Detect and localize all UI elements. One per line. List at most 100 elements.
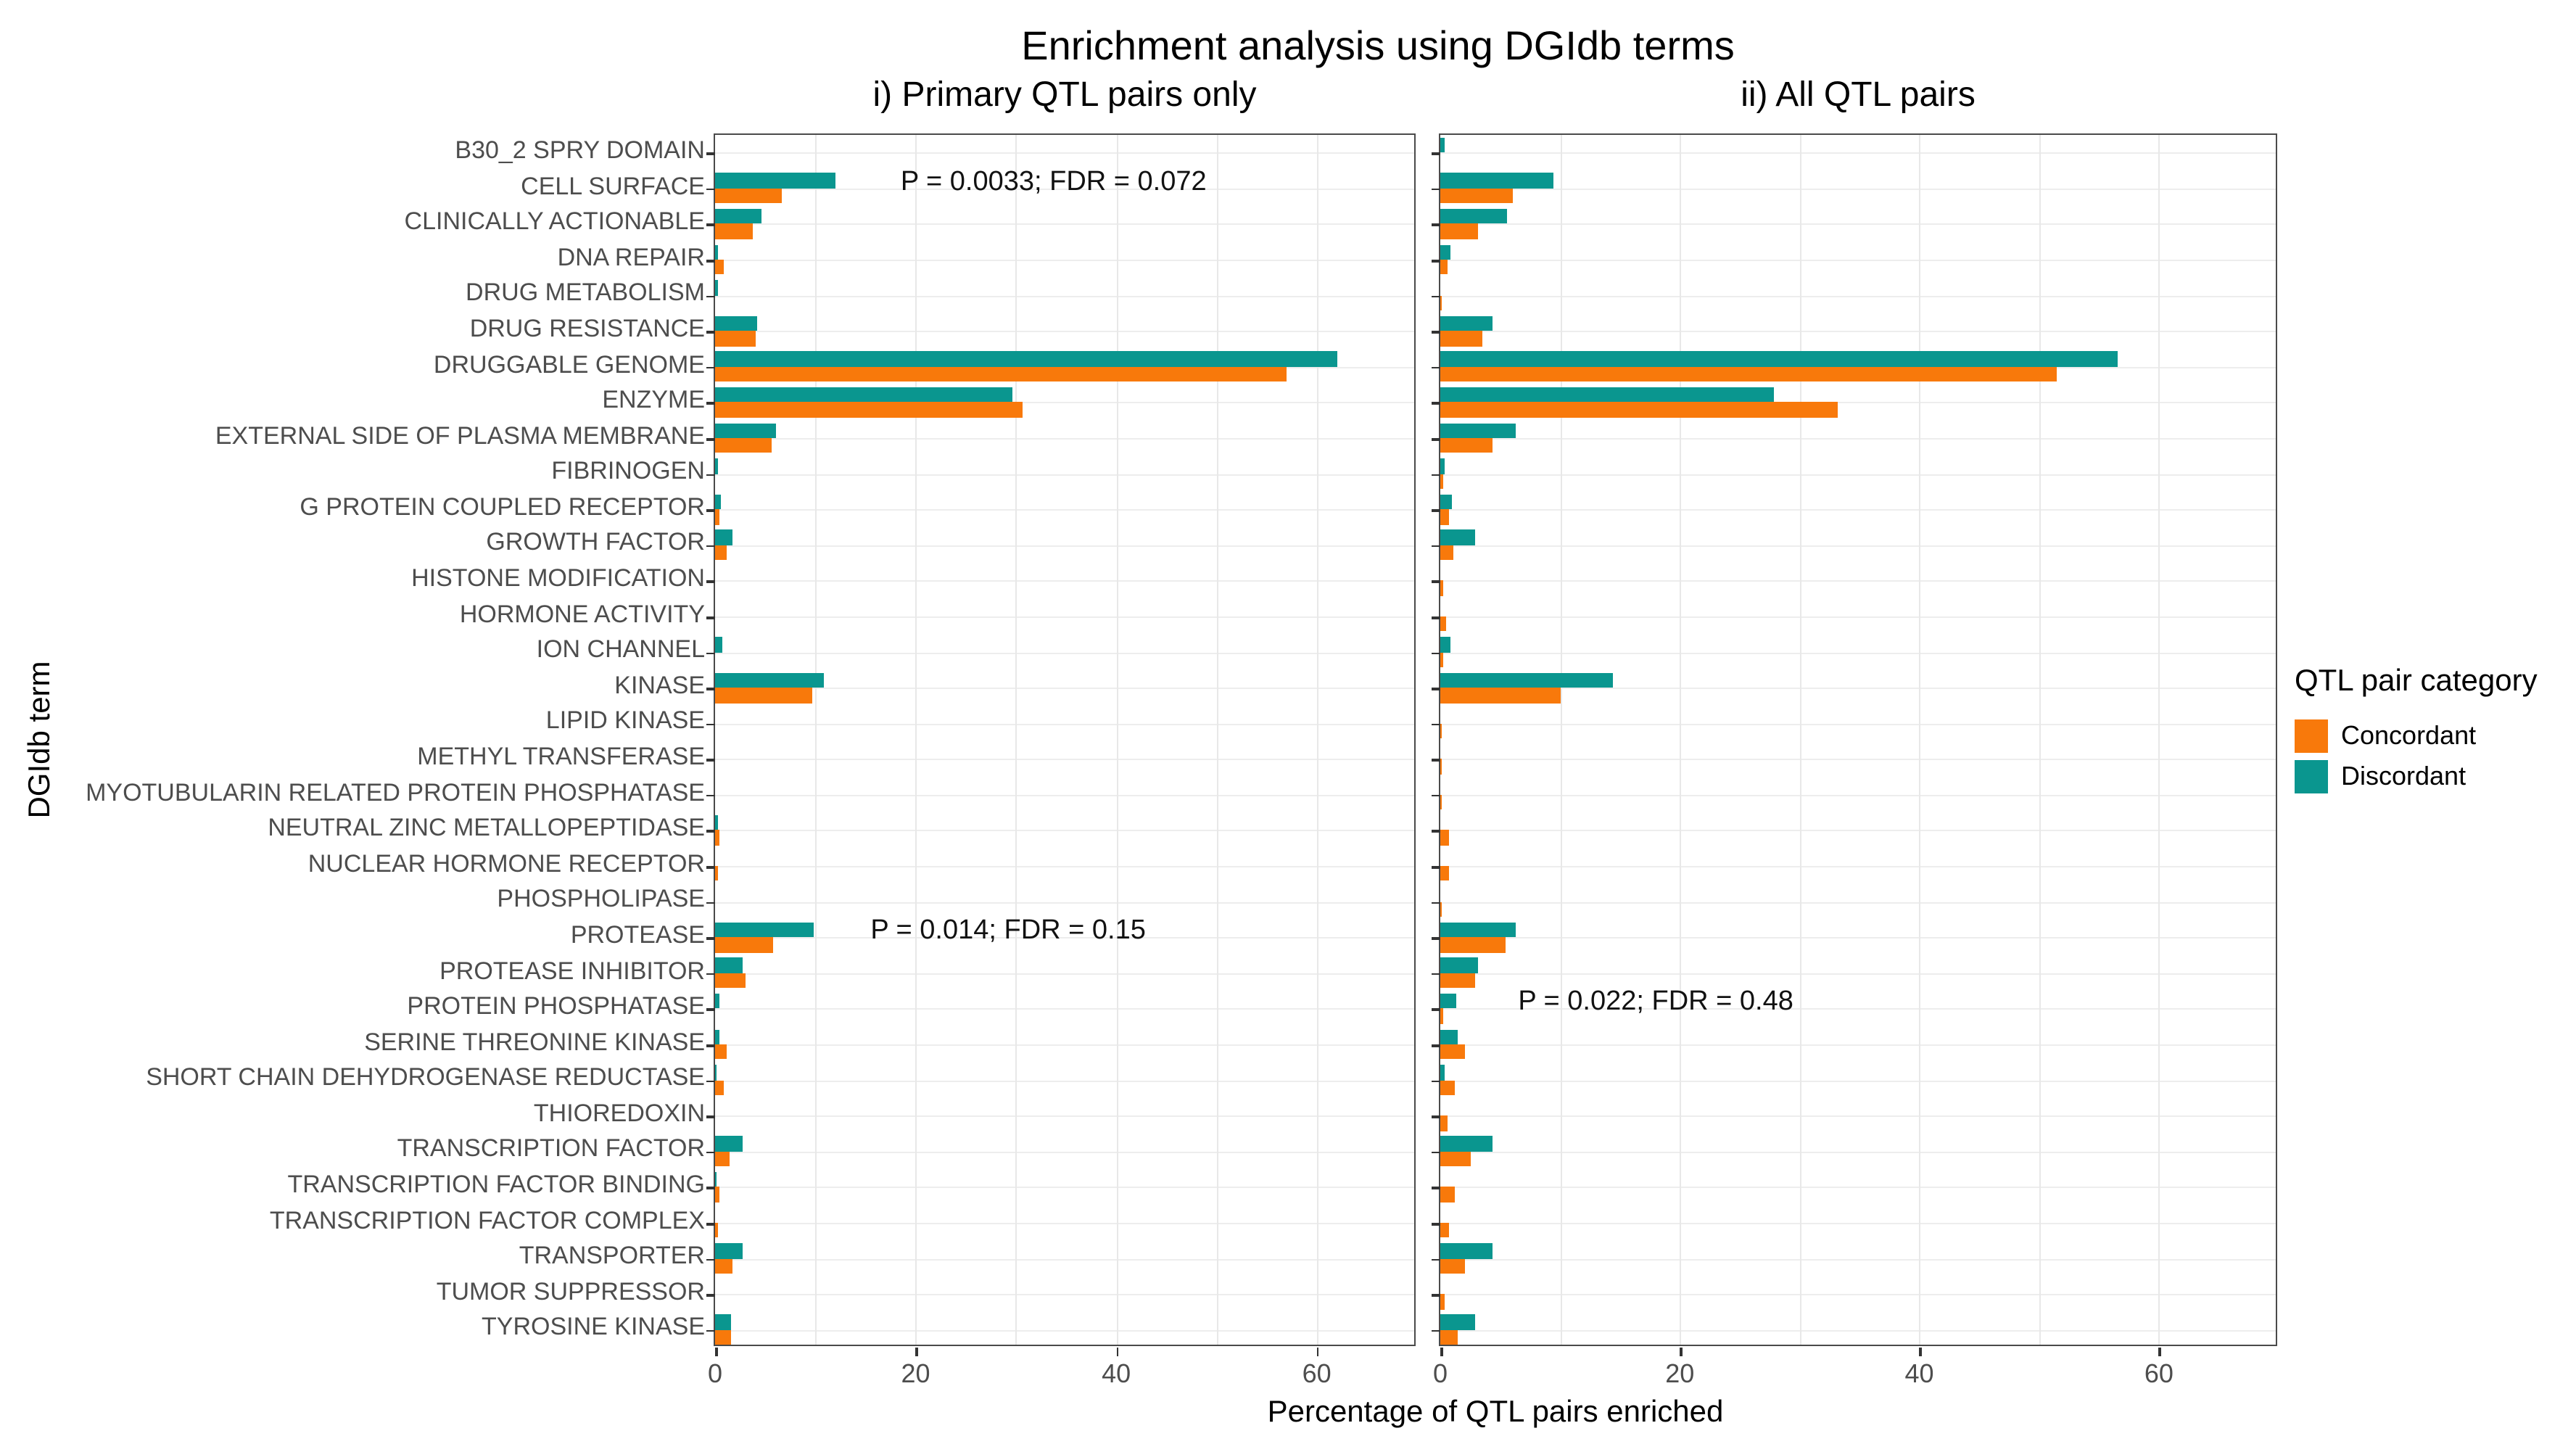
gridline	[1440, 580, 2276, 582]
y-axis-tick	[706, 794, 715, 797]
y-axis-tick	[706, 1222, 715, 1226]
gridline	[1440, 937, 2276, 939]
gridline	[1216, 135, 1218, 1345]
bar-discordant	[1440, 494, 1453, 510]
bar-discordant	[1440, 922, 1516, 938]
x-axis-tick-label: 0	[1432, 1359, 1448, 1388]
panel-title-all: ii) All QTL pairs	[1741, 75, 1976, 115]
legend-item-label: Discordant	[2341, 762, 2466, 791]
y-axis-tick	[1432, 723, 1440, 726]
bar-discordant	[715, 244, 719, 260]
y-axis-tick	[1432, 1044, 1440, 1047]
bar-discordant	[1440, 1136, 1492, 1152]
bar-discordant	[1440, 315, 1492, 331]
y-axis-tick	[1432, 1008, 1440, 1011]
gridline	[1440, 616, 2276, 618]
x-axis-tick	[1316, 1348, 1319, 1356]
gridline	[1440, 438, 2276, 440]
gridline	[715, 1115, 1414, 1118]
y-axis-category-label: NEUTRAL ZINC METALLOPEPTIDASE	[268, 814, 705, 842]
bar-concordant	[1440, 902, 1442, 917]
bar-concordant	[1440, 1151, 1471, 1167]
y-axis-tick	[1432, 1080, 1440, 1083]
y-axis-tick	[706, 509, 715, 512]
y-axis-tick	[706, 580, 715, 583]
y-axis-tick	[706, 1044, 715, 1047]
y-axis-category-label: B30_2 SPRY DOMAIN	[455, 136, 705, 164]
bar-concordant	[1440, 794, 1442, 810]
bar-discordant	[715, 423, 777, 438]
bar-discordant	[1440, 1065, 1445, 1081]
gridline	[915, 135, 917, 1345]
bar-discordant	[1440, 244, 1451, 260]
bar-discordant	[1440, 137, 1445, 153]
bar-discordant	[715, 672, 824, 688]
gridline	[1440, 1258, 2276, 1261]
bar-discordant	[715, 280, 719, 296]
gridline	[715, 1044, 1414, 1046]
gridline	[1440, 1329, 2276, 1332]
y-axis-category-label: HORMONE ACTIVITY	[459, 600, 705, 628]
y-axis-tick	[1432, 1294, 1440, 1297]
y-axis-tick	[1432, 402, 1440, 405]
gridline	[715, 723, 1414, 725]
gridline	[1015, 135, 1017, 1345]
annotation-text: P = 0.022; FDR = 0.48	[1518, 986, 1793, 1018]
bar-concordant	[715, 937, 774, 953]
bar-concordant	[1440, 866, 1449, 881]
gridline	[1440, 866, 2276, 868]
bar-concordant	[1440, 830, 1449, 846]
y-axis-tick	[706, 295, 715, 298]
y-axis-tick	[706, 688, 715, 690]
bar-discordant	[1440, 458, 1445, 474]
gridline	[715, 580, 1414, 582]
bar-concordant	[1440, 366, 2057, 382]
x-axis-tick-label: 20	[901, 1359, 930, 1388]
y-axis-tick	[1432, 295, 1440, 298]
bar-concordant	[1440, 1222, 1449, 1238]
y-axis-tick	[706, 366, 715, 369]
bar-discordant	[715, 494, 722, 510]
gridline	[1440, 652, 2276, 654]
bar-discordant	[1440, 1314, 1475, 1330]
bar-concordant	[1440, 973, 1475, 989]
y-axis-tick	[1432, 331, 1440, 334]
y-axis-tick	[1432, 152, 1440, 155]
gridline	[2158, 135, 2160, 1345]
gridline	[815, 135, 817, 1345]
bar-discordant	[1440, 351, 2118, 367]
bar-discordant	[715, 957, 743, 973]
bar-discordant	[715, 387, 1013, 403]
legend-items: Concordant Discordant	[2295, 719, 2576, 793]
y-axis-tick	[1432, 794, 1440, 797]
gridline	[1440, 188, 2276, 190]
y-axis-category-label: PROTEASE	[570, 920, 705, 949]
y-axis-category-label: EXTERNAL SIDE OF PLASMA MEMBRANE	[215, 421, 705, 450]
gridline	[715, 1294, 1414, 1296]
y-axis-category-label: PROTEASE INHIBITOR	[439, 957, 705, 985]
y-axis-category-label: PROTEIN PHOSPHATASE	[407, 992, 705, 1020]
y-axis-category-label: SHORT CHAIN DEHYDROGENASE REDUCTASE	[146, 1063, 705, 1092]
gridline	[715, 1329, 1414, 1332]
gridline	[1440, 902, 2276, 904]
gridline	[715, 402, 1414, 404]
bar-discordant	[1440, 957, 1479, 973]
bar-discordant	[715, 209, 762, 224]
x-axis-label: Percentage of QTL pairs enriched	[1267, 1395, 1724, 1429]
y-axis-tick	[1432, 223, 1440, 227]
y-axis-category-label: TRANSPORTER	[519, 1242, 705, 1270]
y-axis-tick	[1432, 616, 1440, 619]
y-axis-category-label: ENZYME	[602, 386, 705, 414]
y-axis-tick	[1432, 759, 1440, 762]
gridline	[1440, 402, 2276, 404]
gridline	[715, 1008, 1414, 1010]
gridline	[1440, 1294, 2276, 1296]
gridline	[1116, 135, 1118, 1345]
y-axis-tick	[706, 902, 715, 904]
y-axis-tick	[706, 331, 715, 334]
bar-concordant	[1440, 1115, 1448, 1131]
gridline	[1440, 152, 2276, 154]
y-axis-category-label: DRUG METABOLISM	[466, 279, 705, 307]
y-axis-category-label: MYOTUBULARIN RELATED PROTEIN PHOSPHATASE	[86, 778, 705, 807]
